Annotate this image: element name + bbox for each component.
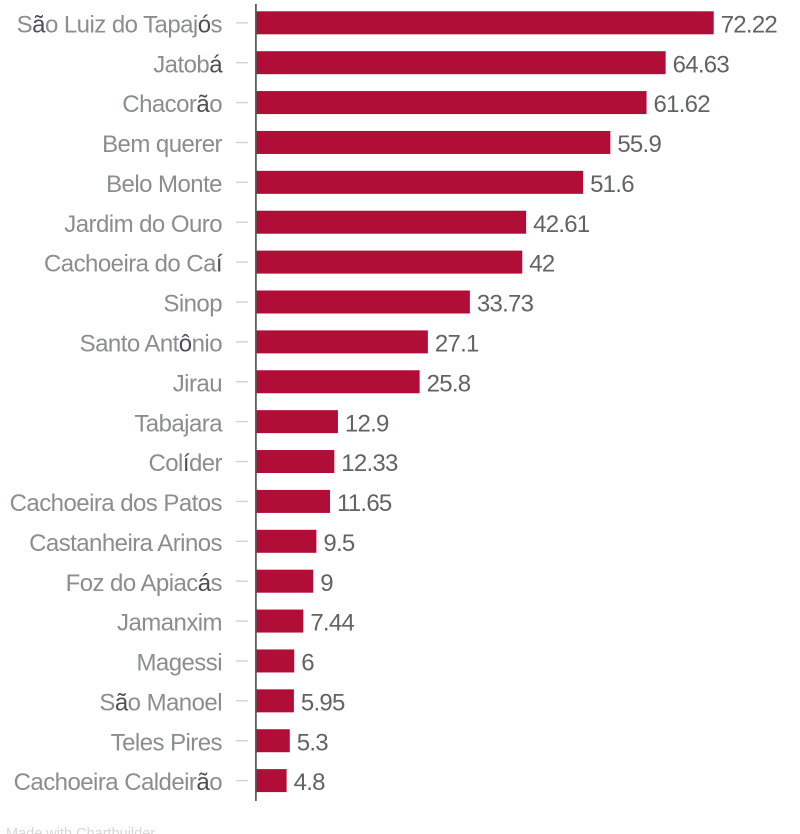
svg-text:11.65: 11.65: [337, 490, 392, 517]
svg-text:9: 9: [320, 570, 333, 597]
svg-text:Foz do Apiacás: Foz do Apiacás: [66, 570, 223, 597]
svg-text:Cachoeira do Caí: Cachoeira do Caí: [44, 251, 223, 278]
svg-text:Magessi: Magessi: [136, 650, 222, 677]
svg-text:Cachoeira dos Patos: Cachoeira dos Patos: [10, 490, 223, 517]
svg-text:5.95: 5.95: [301, 689, 345, 716]
svg-text:12.33: 12.33: [341, 450, 398, 477]
svg-text:25.8: 25.8: [427, 370, 471, 397]
svg-text:4.8: 4.8: [294, 769, 326, 796]
svg-text:Belo Monte: Belo Monte: [106, 171, 222, 198]
svg-text:6: 6: [301, 650, 314, 677]
svg-text:61.62: 61.62: [654, 91, 711, 118]
svg-text:7.44: 7.44: [310, 610, 354, 637]
svg-text:Colíder: Colíder: [148, 450, 222, 477]
svg-text:42.61: 42.61: [533, 211, 590, 238]
svg-text:9.5: 9.5: [323, 530, 355, 557]
svg-text:5.3: 5.3: [297, 729, 329, 756]
svg-text:42: 42: [529, 251, 555, 278]
svg-text:Jirau: Jirau: [173, 370, 222, 397]
svg-text:Teles Pires: Teles Pires: [111, 729, 223, 756]
svg-text:Cachoeira Caldeirão: Cachoeira Caldeirão: [14, 769, 223, 796]
svg-text:33.73: 33.73: [477, 291, 534, 318]
svg-text:Bem querer: Bem querer: [102, 131, 222, 158]
svg-text:27.1: 27.1: [435, 330, 479, 357]
svg-text:72.22: 72.22: [721, 11, 778, 38]
svg-text:Jamanxim: Jamanxim: [117, 610, 222, 637]
svg-text:Tabajara: Tabajara: [134, 410, 223, 437]
svg-text:12.9: 12.9: [345, 410, 389, 437]
svg-text:Made with Chartbuilder: Made with Chartbuilder: [6, 826, 155, 834]
svg-text:Santo Antônio: Santo Antônio: [80, 330, 223, 357]
svg-text:São Manoel: São Manoel: [99, 689, 222, 716]
svg-text:55.9: 55.9: [617, 131, 661, 158]
svg-text:Jardim do Ouro: Jardim do Ouro: [64, 211, 222, 238]
svg-text:Castanheira Arinos: Castanheira Arinos: [29, 530, 222, 557]
svg-text:Sinop: Sinop: [163, 291, 222, 318]
svg-text:Jatobá: Jatobá: [153, 51, 223, 78]
svg-text:51.6: 51.6: [590, 171, 634, 198]
svg-text:64.63: 64.63: [673, 51, 730, 78]
svg-text:Chacorão: Chacorão: [122, 91, 222, 118]
svg-text:São Luiz do Tapajós: São Luiz do Tapajós: [17, 11, 223, 38]
